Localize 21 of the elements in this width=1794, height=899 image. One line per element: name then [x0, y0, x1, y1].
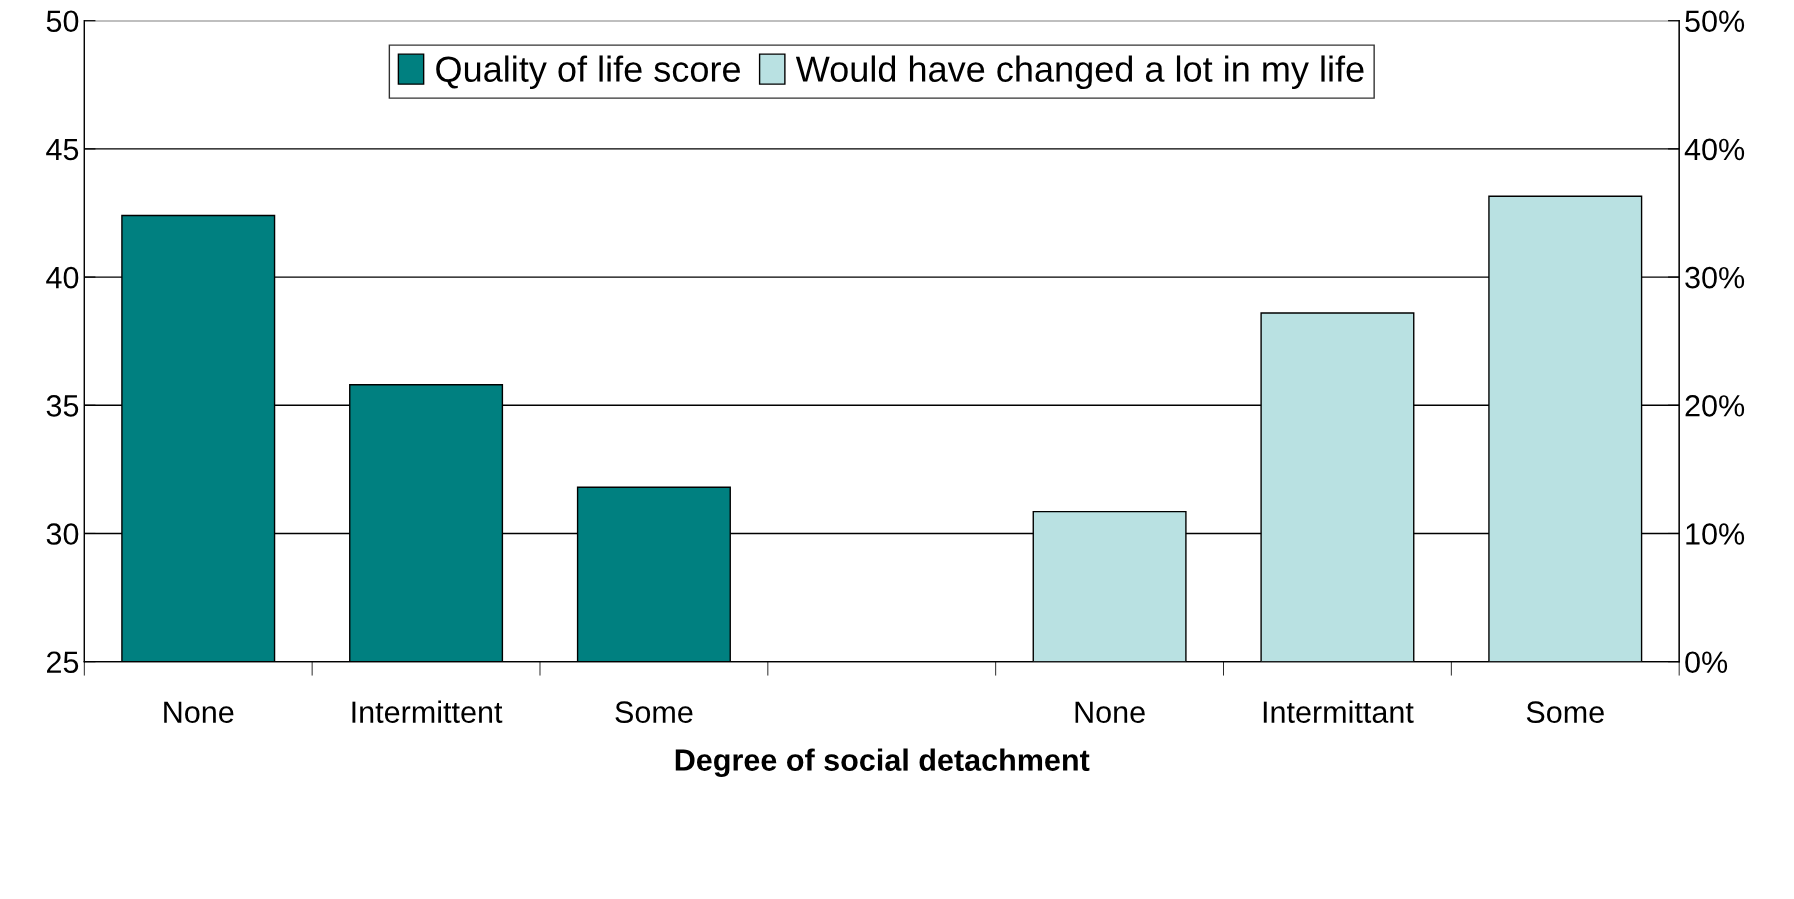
- y-tick-label: 40: [46, 266, 79, 289]
- y-tick-label: 25: [47, 651, 79, 674]
- y2-tick-label: 30%: [1685, 266, 1745, 289]
- y-tick-label: 50: [46, 10, 79, 33]
- x-tick-label: None: [164, 701, 234, 723]
- y-tick-label: 45: [46, 138, 79, 161]
- x-tick-label: Intermittent: [352, 700, 503, 723]
- x-tick-label: Some: [615, 701, 693, 723]
- x-tick-label: Intermittant: [1263, 700, 1414, 723]
- x-axis-title: Degree of social detachment: [675, 748, 1090, 778]
- y2-tick-label: 50%: [1685, 10, 1745, 33]
- x-tick-label: Some: [1526, 701, 1604, 723]
- legend-label: Quality of life score: [436, 55, 740, 90]
- y2-tick-label: 10%: [1686, 523, 1745, 545]
- y2-tick-label: 20%: [1685, 395, 1745, 417]
- y-tick-label: 30: [46, 523, 79, 545]
- y2-tick-label: 40%: [1684, 138, 1745, 161]
- legend-label: Would have changed a lot in my life: [795, 55, 1364, 90]
- x-tick-label: None: [1075, 701, 1145, 723]
- y-tick-label: 35: [46, 395, 79, 417]
- y2-tick-label: 0%: [1685, 651, 1728, 674]
